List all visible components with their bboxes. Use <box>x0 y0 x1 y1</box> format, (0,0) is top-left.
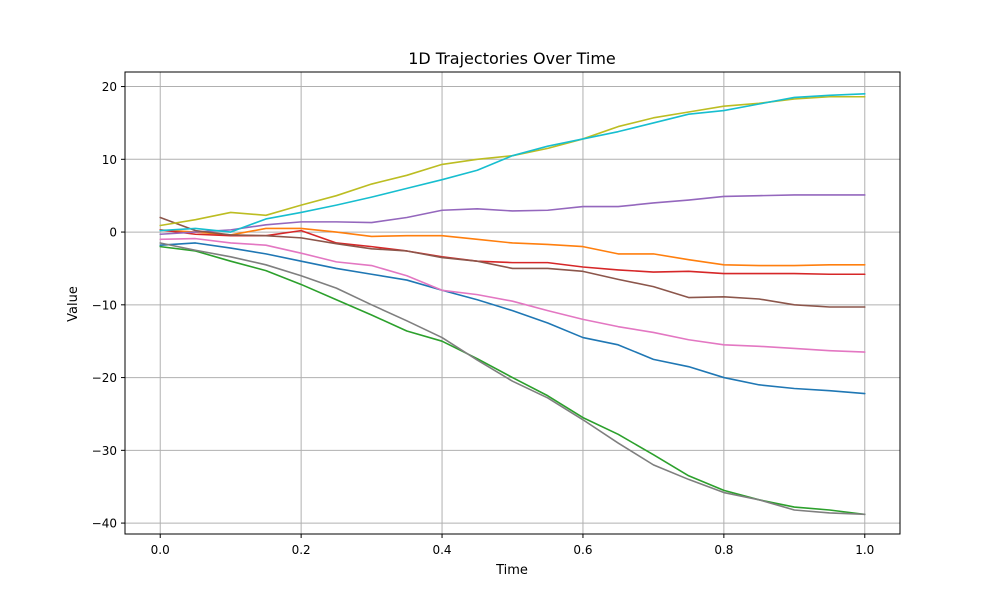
x-axis-ticks: 0.0 0.2 0.4 0.6 0.8 1.0 <box>151 534 874 557</box>
y-axis-label: Value <box>66 286 81 322</box>
series-line-5 <box>159 194 866 236</box>
series-line-8 <box>159 242 866 516</box>
x-tick-label: 0.0 <box>151 543 170 557</box>
x-tick-label: 0.2 <box>292 543 311 557</box>
y-tick-label: −20 <box>92 371 117 385</box>
series-line-1 <box>159 242 866 395</box>
y-tick-label: 10 <box>102 153 117 167</box>
x-tick-label: 1.0 <box>855 543 874 557</box>
chart-title: 1D Trajectories Over Time <box>408 49 616 68</box>
series-lines <box>159 93 866 516</box>
series-line-4 <box>159 229 866 276</box>
series-line-9 <box>159 95 866 227</box>
series-line-2 <box>159 227 866 267</box>
x-axis-label: Time <box>495 563 528 578</box>
series-line-10 <box>159 93 866 233</box>
x-tick-label: 0.4 <box>432 543 451 557</box>
plot-frame <box>124 71 901 535</box>
y-tick-label: 0 <box>109 226 117 240</box>
series-line-6 <box>159 216 866 308</box>
y-tick-label: 20 <box>102 80 117 94</box>
y-tick-label: −40 <box>92 517 117 531</box>
series-line-7 <box>159 237 866 353</box>
y-tick-label: −10 <box>92 298 117 312</box>
y-axis-ticks: −40 −30 −20 −10 0 10 20 <box>92 80 125 531</box>
y-tick-label: −30 <box>92 444 117 458</box>
x-tick-label: 0.8 <box>714 543 733 557</box>
x-tick-label: 0.6 <box>573 543 592 557</box>
